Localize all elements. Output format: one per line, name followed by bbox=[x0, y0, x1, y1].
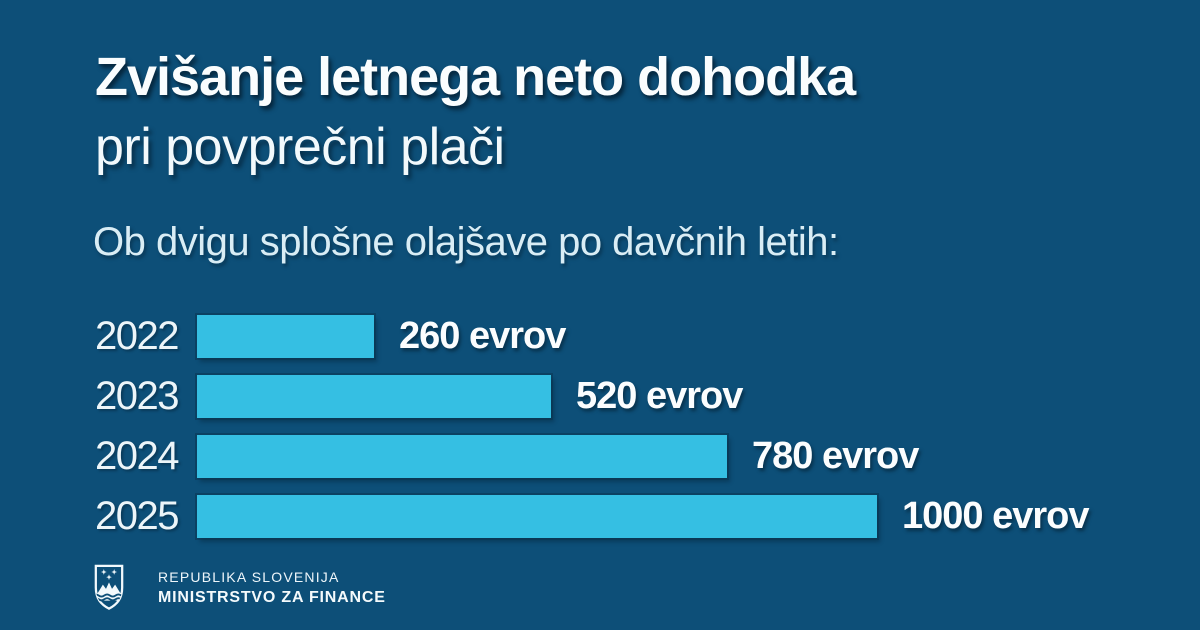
bar-2022 bbox=[197, 315, 374, 358]
chart-row-2024: 2024 780 evrov bbox=[95, 435, 1089, 478]
bar-2023 bbox=[197, 375, 551, 418]
chart-row-2023: 2023 520 evrov bbox=[95, 375, 1089, 418]
value-label: 1000 evrov bbox=[902, 495, 1089, 537]
ministry-name: REPUBLIKA SLOVENIJA MINISTRSTVO ZA FINAN… bbox=[158, 569, 386, 607]
title-line-1: Zvišanje letnega neto dohodka bbox=[95, 47, 856, 107]
chart-subtitle: Ob dvigu splošne olajšave po davčnih let… bbox=[93, 220, 839, 264]
footer-logo: REPUBLIKA SLOVENIJA MINISTRSTVO ZA FINAN… bbox=[93, 563, 386, 612]
org-line-republika: REPUBLIKA SLOVENIJA bbox=[158, 568, 340, 585]
year-label: 2025 bbox=[95, 494, 179, 538]
page-title: Zvišanje letnega neto dohodka pri povpre… bbox=[95, 42, 856, 182]
value-label: 780 evrov bbox=[752, 435, 919, 477]
value-label: 520 evrov bbox=[576, 375, 743, 417]
stars bbox=[101, 569, 117, 580]
bar-2025 bbox=[197, 495, 877, 538]
bar-chart: 2022 260 evrov 2023 520 evrov 2024 780 evrov 2… bbox=[95, 315, 1089, 555]
year-label: 2024 bbox=[95, 434, 179, 478]
slovenia-coat-of-arms-icon bbox=[94, 564, 124, 610]
chart-row-2022: 2022 260 evrov bbox=[95, 315, 1089, 358]
title-line-2: pri povprečni plači bbox=[95, 118, 505, 176]
bar-2024 bbox=[197, 435, 727, 478]
year-label: 2022 bbox=[95, 314, 179, 358]
header: Zvišanje letnega neto dohodka pri povpre… bbox=[95, 42, 856, 182]
value-label: 260 evrov bbox=[399, 315, 566, 357]
org-line-ministrstvo: MINISTRSTVO ZA FINANCE bbox=[158, 588, 386, 606]
chart-row-2025: 2025 1000 evrov bbox=[95, 495, 1089, 538]
year-label: 2023 bbox=[95, 374, 179, 418]
